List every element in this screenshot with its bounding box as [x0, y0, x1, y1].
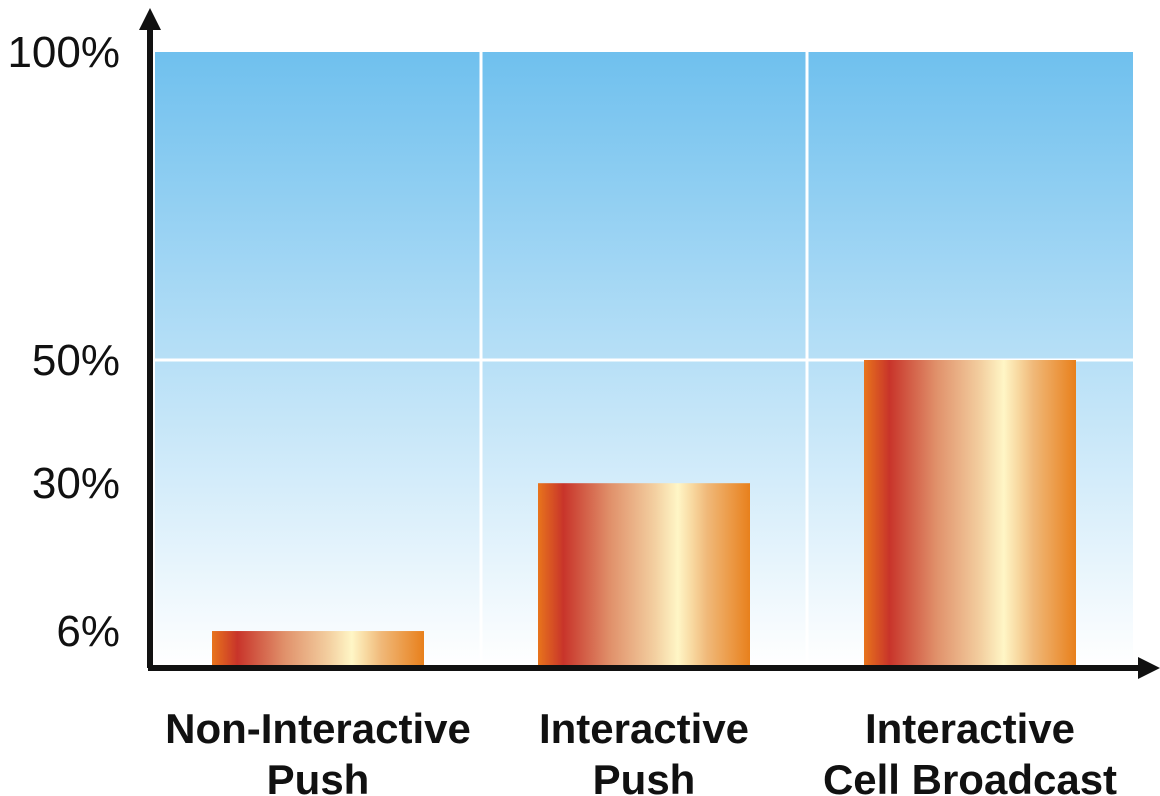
category-label: Cell Broadcast: [823, 756, 1117, 796]
bar-1: [538, 483, 750, 668]
category-label: Interactive: [539, 705, 749, 752]
y-tick-label: 100%: [7, 28, 120, 77]
x-axis-arrow: [1138, 657, 1160, 679]
y-axis-arrow: [139, 8, 161, 30]
category-label: Push: [267, 756, 370, 796]
y-tick-label: 6%: [56, 607, 120, 656]
bars: [212, 360, 1076, 668]
y-tick-labels: 6% 30% 50% 100%: [7, 28, 120, 656]
category-label: Non-Interactive: [165, 705, 471, 752]
y-tick-label: 30%: [32, 459, 120, 508]
y-tick-label: 50%: [32, 336, 120, 385]
category-label: Interactive: [865, 705, 1075, 752]
bar-0: [212, 631, 424, 668]
axes: [139, 8, 1160, 679]
category-labels: Non-InteractivePushInteractivePushIntera…: [165, 705, 1117, 796]
category-label: Push: [593, 756, 696, 796]
bar-2: [864, 360, 1076, 668]
